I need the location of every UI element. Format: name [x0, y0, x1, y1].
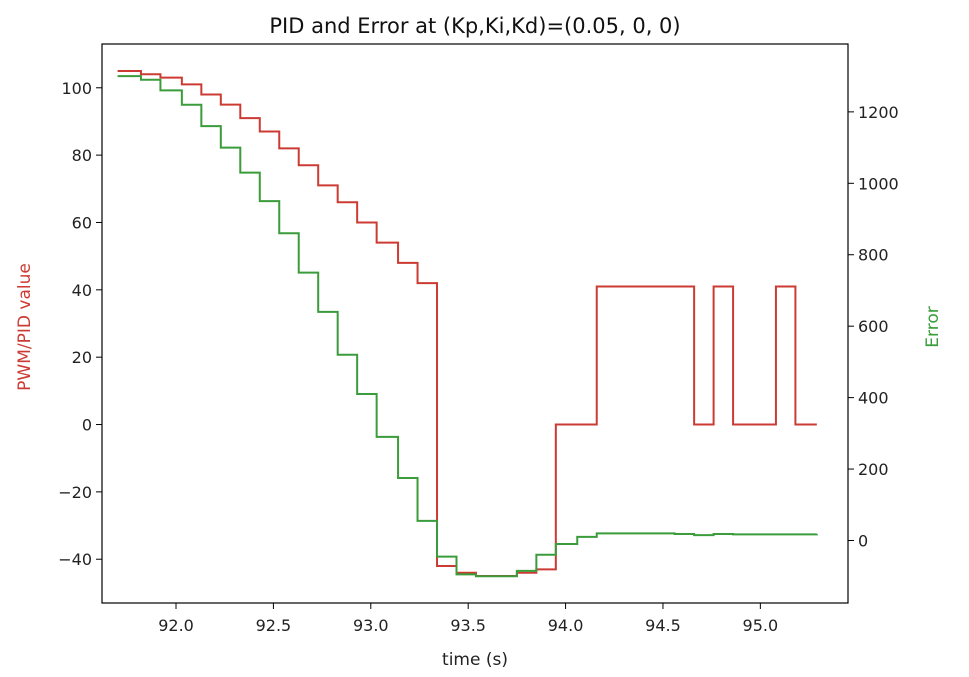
series-group — [117, 69, 818, 578]
y-right-tick-label: 1000 — [858, 174, 899, 193]
y-right-tick-label: 400 — [858, 389, 889, 408]
y-left-tick-label: −20 — [58, 483, 92, 502]
x-tick-label: 92.5 — [256, 616, 292, 635]
x-tick-label: 95.0 — [743, 616, 779, 635]
y-left-tick-label: 20 — [72, 348, 92, 367]
chart-title: PID and Error at (Kp,Ki,Kd)=(0.05, 0, 0) — [269, 14, 680, 38]
y-left-tick-label: 40 — [72, 281, 92, 300]
x-tick-label: 94.0 — [548, 616, 584, 635]
y-right-tick-label: 800 — [858, 246, 889, 265]
x-tick-label: 94.5 — [645, 616, 681, 635]
y-axis-label-right: Error — [923, 306, 943, 347]
x-tick-label: 93.0 — [353, 616, 389, 635]
y-left-tick-label: 100 — [61, 79, 92, 98]
y-left-tick-label: −40 — [58, 550, 92, 569]
y-axis-left: −40 −20 0 20 40 60 80 100 — [58, 79, 102, 569]
x-axis-label: time (s) — [442, 650, 508, 670]
y-left-tick-label: 0 — [82, 416, 92, 435]
x-tick-label: 93.5 — [450, 616, 486, 635]
y-right-tick-label: 600 — [858, 317, 889, 336]
y-axis-label-left: PWM/PID value — [15, 263, 35, 391]
pid-value-line — [117, 69, 817, 578]
y-right-tick-label: 0 — [858, 531, 868, 550]
y-right-tick-label: 1200 — [858, 103, 899, 122]
x-tick-label: 92.0 — [158, 616, 194, 635]
y-left-tick-label: 60 — [72, 213, 92, 232]
axes-frame — [101, 43, 849, 604]
y-right-tick-label: 200 — [858, 460, 889, 479]
y-axis-right: 0 200 400 600 800 1000 1200 — [848, 103, 899, 550]
y-left-tick-label: 80 — [72, 146, 92, 165]
x-axis: 92.0 92.5 93.0 93.5 94.0 94.5 95.0 — [158, 603, 778, 635]
error-line — [117, 75, 818, 578]
